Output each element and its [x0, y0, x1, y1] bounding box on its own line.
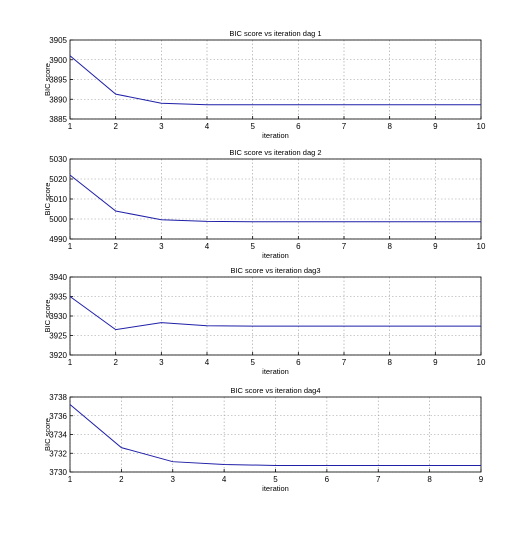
x-tick-label: 10: [477, 122, 486, 131]
y-tick-label: 5030: [49, 155, 67, 164]
x-tick-label: 6: [296, 358, 301, 367]
x-tick-label: 8: [427, 475, 432, 484]
x-tick-label: 3: [159, 122, 164, 131]
series-line-1: [69, 174, 481, 223]
y-axis-label: BIC score: [43, 183, 52, 216]
y-tick-label: 3905: [49, 36, 67, 45]
x-tick-label: 9: [433, 122, 438, 131]
chart-title: BIC score vs iteration dag 1: [229, 29, 321, 38]
x-tick-label: 5: [250, 358, 255, 367]
y-tick-label: 3736: [49, 412, 67, 421]
axes-frame: [69, 276, 482, 356]
x-tick-label: 10: [477, 242, 486, 251]
x-tick-label: 2: [113, 122, 118, 131]
y-tick-label: 3920: [49, 351, 67, 360]
x-tick-label: 8: [387, 242, 392, 251]
y-tick-label: 3900: [49, 56, 67, 65]
y-tick-label: 5000: [49, 215, 67, 224]
x-tick-label: 5: [250, 242, 255, 251]
chart-title: BIC score vs iteration dag4: [230, 386, 320, 395]
axes-frame: [69, 158, 482, 240]
y-tick-label: 3730: [49, 468, 67, 477]
x-tick-label: 5: [273, 475, 278, 484]
y-axis-label: BIC score: [43, 418, 52, 451]
x-tick-label: 8: [387, 122, 392, 131]
chart-title: BIC score vs iteration dag3: [230, 266, 320, 275]
x-tick-label: 7: [376, 475, 381, 484]
x-tick-label: 2: [113, 358, 118, 367]
x-tick-label: 4: [205, 242, 210, 251]
x-tick-label: 6: [296, 122, 301, 131]
x-tick-label: 4: [205, 122, 210, 131]
x-tick-label: 8: [387, 358, 392, 367]
x-tick-label: 6: [325, 475, 330, 484]
x-tick-label: 2: [113, 242, 118, 251]
x-axis-label: iteration: [262, 131, 289, 140]
x-tick-label: 7: [342, 358, 347, 367]
y-tick-label: 3738: [49, 393, 67, 402]
y-tick-label: 5010: [49, 195, 67, 204]
x-tick-label: 6: [296, 242, 301, 251]
y-axis-label: BIC score: [43, 300, 52, 333]
x-tick-label: 1: [68, 475, 73, 484]
y-tick-label: 3732: [49, 449, 67, 458]
series-line-1: [69, 404, 481, 466]
subplot-4: 1 2 3 4 5 6 7 8 9 3730 3732 3734 3736 3738 BIC score v…: [43, 386, 484, 493]
y-tick-label: 3925: [49, 332, 67, 341]
x-tick-label: 7: [342, 242, 347, 251]
x-tick-label: 9: [479, 475, 484, 484]
x-tick-label: 3: [159, 242, 164, 251]
y-axis-label: BIC score: [43, 63, 52, 96]
y-tick-label: 3935: [49, 293, 67, 302]
subplot-1: 1 2 3 4 5 6 7 8 9 10 3885 3890 3895 3900 3905 BIC score…: [43, 29, 486, 140]
y-tick-label: 3895: [49, 76, 67, 85]
series-line-1: [69, 296, 481, 331]
y-tick-label: 3734: [49, 431, 67, 440]
y-tick-label: 5020: [49, 175, 67, 184]
y-tick-label: 3940: [49, 273, 67, 282]
x-tick-label: 4: [205, 358, 210, 367]
x-tick-label: 7: [342, 122, 347, 131]
x-tick-label: 5: [250, 122, 255, 131]
x-tick-label: 4: [222, 475, 227, 484]
y-tick-label: 3885: [49, 115, 67, 124]
axes-frame: [69, 39, 482, 120]
series-line-1: [69, 55, 481, 106]
x-tick-label: 9: [433, 242, 438, 251]
x-tick-label: 9: [433, 358, 438, 367]
x-tick-label: 2: [119, 475, 124, 484]
x-axis-label: iteration: [262, 484, 289, 493]
x-tick-label: 1: [68, 122, 73, 131]
chart-title: BIC score vs iteration dag 2: [229, 148, 321, 157]
x-tick-label: 3: [171, 475, 176, 484]
x-tick-label: 10: [477, 358, 486, 367]
x-axis-label: iteration: [262, 251, 289, 260]
x-axis-label: iteration: [262, 367, 289, 376]
y-tick-label: 3890: [49, 95, 67, 104]
x-tick-label: 1: [68, 242, 73, 251]
y-tick-label: 4990: [49, 235, 67, 244]
subplot-2: 1 2 3 4 5 6 7 8 9 10 4990 5000 5010 5020 5030 BIC score…: [43, 148, 486, 260]
x-tick-label: 3: [159, 358, 164, 367]
x-tick-label: 1: [68, 358, 73, 367]
y-tick-label: 3930: [49, 312, 67, 321]
subplot-3: 1 2 3 4 5 6 7 8 9 10 3920 3925 3930 3935 3940 BIC score…: [43, 266, 486, 376]
